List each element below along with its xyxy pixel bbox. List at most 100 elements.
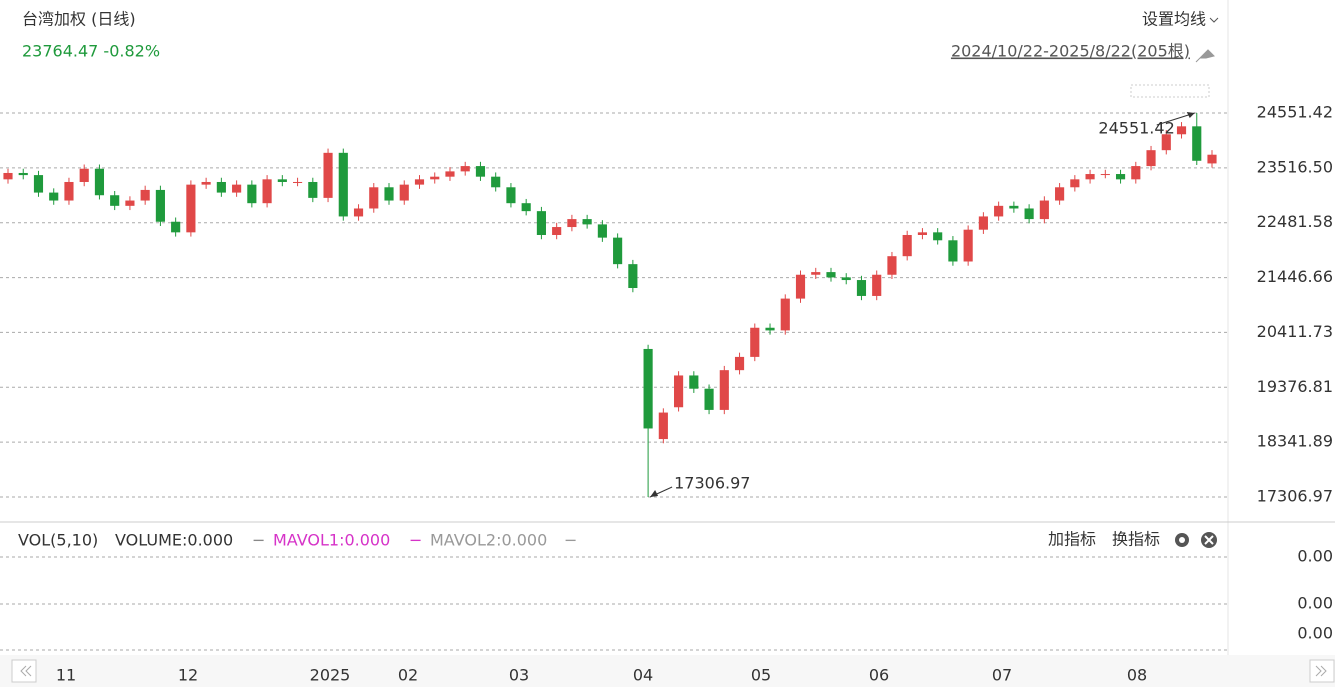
candle-body xyxy=(1024,208,1034,220)
candle-body xyxy=(232,184,242,193)
candle-body xyxy=(247,184,257,204)
x-tick-label: 07 xyxy=(992,666,1012,685)
y-tick-label: 22481.58 xyxy=(1257,212,1333,231)
candle-body xyxy=(704,388,714,410)
x-tick-label: 12 xyxy=(178,666,198,685)
vol-legend: MAVOL2:0.000 xyxy=(430,531,547,550)
candle-body xyxy=(567,219,577,228)
arrow-head xyxy=(650,490,659,497)
candle-body xyxy=(597,224,607,238)
candle-body xyxy=(719,370,729,410)
button[interactable]: 换指标 xyxy=(1112,530,1160,549)
candle-body xyxy=(262,179,272,204)
arrow-head xyxy=(1186,112,1195,118)
quote: 23764.47 -0.82% xyxy=(22,42,160,61)
scroll-right[interactable] xyxy=(1309,659,1335,683)
candle-body xyxy=(445,171,455,177)
candle-body xyxy=(308,181,318,198)
candle-body xyxy=(902,234,912,257)
candle-body xyxy=(292,181,303,183)
candle-body xyxy=(1207,154,1217,164)
ma-button[interactable]: 设置均线 xyxy=(1142,10,1206,29)
candle-body xyxy=(1146,150,1156,167)
range: 2024/10/22-2025/8/22(205根) xyxy=(951,42,1190,61)
candle-body xyxy=(795,274,806,299)
candle-body xyxy=(201,181,211,185)
low-annotation: 17306.97 xyxy=(674,474,750,493)
candle-body xyxy=(186,184,196,233)
high-annotation: 24551.42 xyxy=(1098,119,1174,138)
vol-legend: MAVOL1:0.000 xyxy=(273,531,390,550)
button[interactable]: 加指标 xyxy=(1048,530,1096,549)
y-tick-label: 24551.42 xyxy=(1257,103,1333,122)
vol-tick-label: 0.00 xyxy=(1297,547,1333,566)
candle-body xyxy=(79,168,89,182)
candle-body xyxy=(64,181,74,201)
candle-body xyxy=(1085,174,1095,180)
candle-body xyxy=(1192,126,1202,161)
candle-body xyxy=(1176,126,1187,135)
candle-body xyxy=(521,203,531,212)
candle-body xyxy=(3,172,13,180)
vol-legend: VOLUME:0.000 xyxy=(115,531,233,550)
candle-body xyxy=(1131,166,1141,180)
scroll-right-icon xyxy=(1315,665,1327,677)
y-tick-label: 19376.81 xyxy=(1257,377,1333,396)
candle-body xyxy=(1161,134,1171,151)
candle-body xyxy=(353,208,364,217)
scroll-left[interactable] xyxy=(11,659,37,683)
candle-body xyxy=(49,192,59,201)
candle-body xyxy=(933,232,943,241)
candle-body xyxy=(582,219,592,225)
candle-body xyxy=(18,172,28,176)
x-axis-bar xyxy=(0,655,1335,687)
candle-body xyxy=(384,187,394,201)
vol-tick-label: 0.00 xyxy=(1297,594,1333,613)
candle-body xyxy=(491,176,501,188)
candle-body xyxy=(552,227,562,235)
candle-body xyxy=(887,256,897,275)
x-tick-label: 11 xyxy=(56,666,76,685)
y-tick-label: 20411.73 xyxy=(1257,322,1333,341)
candle-body xyxy=(94,168,105,196)
close-x xyxy=(1204,535,1214,545)
x-tick-label: 08 xyxy=(1127,666,1147,685)
candle-body xyxy=(399,184,409,201)
candle-body xyxy=(628,264,638,288)
candle-body xyxy=(872,274,882,296)
candle-body xyxy=(1009,205,1019,209)
candle-body xyxy=(780,298,790,331)
candle-body xyxy=(856,280,867,296)
candle-body xyxy=(110,195,120,206)
candle-body xyxy=(978,216,988,230)
candle-body xyxy=(506,187,516,204)
candle-body xyxy=(171,221,181,233)
pin-icon[interactable] xyxy=(1195,49,1215,63)
candle-body xyxy=(277,179,287,182)
candle-body xyxy=(734,356,745,371)
scroll-left-icon xyxy=(20,665,32,677)
x-tick-label: 03 xyxy=(509,666,529,685)
x-tick-label: 05 xyxy=(751,666,771,685)
candle-body xyxy=(994,205,1004,217)
candle-body xyxy=(811,272,821,275)
candle-body xyxy=(1070,179,1080,188)
y-tick-label: 21446.66 xyxy=(1257,267,1333,286)
candle-body xyxy=(1100,174,1110,176)
candle-body xyxy=(140,189,150,201)
candle-body xyxy=(963,229,973,262)
candle-body xyxy=(750,327,760,357)
chevron xyxy=(1209,17,1219,23)
candle-body xyxy=(216,181,226,193)
vol-tick-label: 0.00 xyxy=(1297,624,1333,643)
scroll-thumb[interactable] xyxy=(1130,84,1210,98)
vol-legend: VOL(5,10) xyxy=(18,531,98,550)
title: 台湾加权 (日线) xyxy=(22,10,136,29)
candle-body xyxy=(338,152,348,217)
dash: − xyxy=(564,531,577,550)
candle-body xyxy=(155,189,165,222)
candle-body xyxy=(1055,187,1065,201)
dash: − xyxy=(409,531,422,550)
